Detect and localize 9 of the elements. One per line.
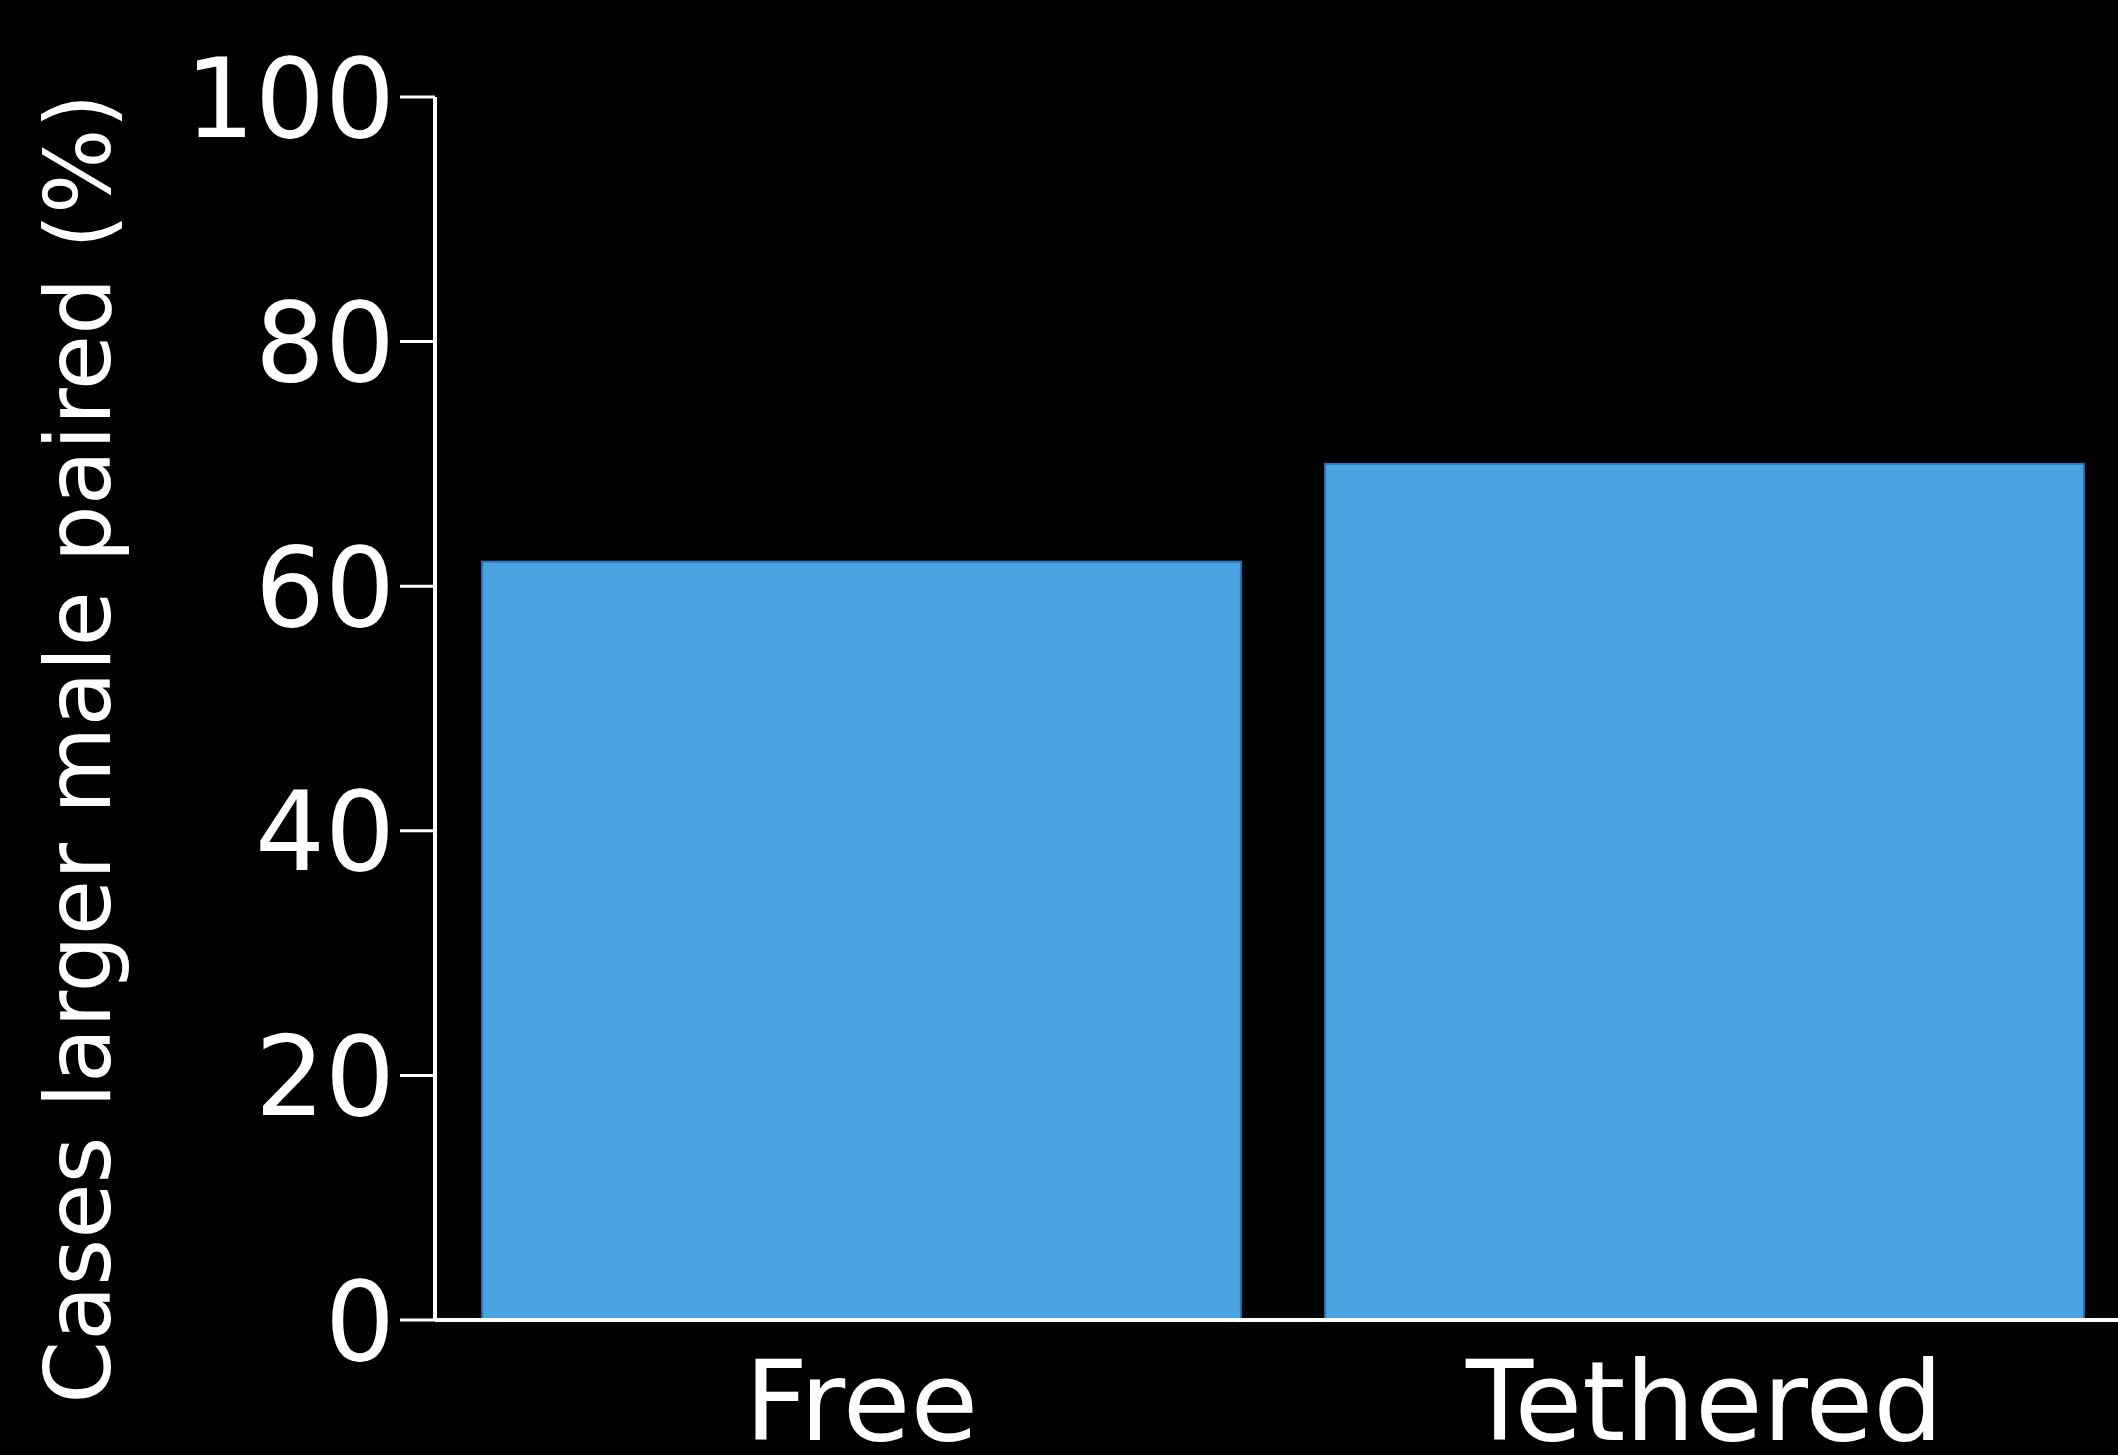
y-axis-title: Cases larger male paired (%) <box>26 93 131 1404</box>
y-tick-label: 60 <box>255 523 395 652</box>
y-tick-label: 0 <box>325 1257 395 1386</box>
x-tick-label: Free <box>744 1338 979 1455</box>
y-tick-label: 100 <box>185 34 395 163</box>
x-tick-label: Tethered <box>1464 1338 1944 1455</box>
y-tick-label: 80 <box>255 279 395 408</box>
y-tick-label: 20 <box>255 1013 395 1141</box>
y-tick-label: 40 <box>255 768 395 897</box>
